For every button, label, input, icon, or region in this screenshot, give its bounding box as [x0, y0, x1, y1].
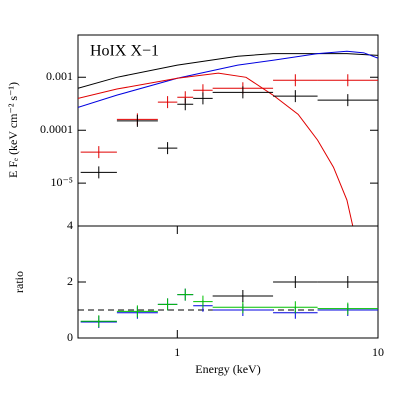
x-axis-label: Energy (keV): [195, 362, 260, 376]
data-point: [317, 276, 378, 288]
data-point: [157, 96, 178, 109]
model-curve: [78, 72, 354, 226]
data-point: [273, 90, 318, 103]
data-point: [80, 166, 117, 179]
y-axis-label: E Fₑ (keV cm⁻² s⁻¹): [6, 82, 20, 178]
data-point: [212, 290, 274, 302]
data-point: [80, 146, 117, 159]
data-point: [273, 301, 318, 314]
data-point: [317, 94, 378, 107]
data-point: [193, 92, 213, 105]
x-tick-label: 1: [174, 345, 180, 359]
y-tick-label: 0.001: [46, 69, 73, 83]
data-point: [157, 298, 178, 311]
y-tick-label: 4: [67, 218, 73, 232]
plot-frame: [77, 34, 379, 227]
data-point: [157, 142, 178, 155]
model-curve: [78, 53, 378, 89]
data-point: [80, 315, 117, 328]
y-axis-label: ratio: [12, 271, 26, 293]
y-tick-label: 2: [67, 274, 73, 288]
data-point: [212, 86, 274, 99]
data-point: [317, 302, 378, 315]
data-point: [273, 74, 318, 87]
data-point: [116, 305, 158, 318]
data-point: [177, 288, 194, 301]
data-point: [193, 295, 213, 308]
y-tick-label: 0: [67, 330, 73, 344]
chart-title: HoIX X−1: [90, 43, 159, 60]
data-point: [212, 301, 274, 314]
y-tick-label: 0.0001: [40, 122, 73, 136]
data-point: [273, 276, 318, 288]
data-point: [177, 98, 194, 111]
x-tick-label: 10: [372, 345, 384, 359]
model-curve: [78, 50, 378, 108]
data-point: [317, 74, 378, 87]
data-point: [116, 114, 158, 127]
y-tick-label: 10⁻⁵: [50, 175, 73, 189]
